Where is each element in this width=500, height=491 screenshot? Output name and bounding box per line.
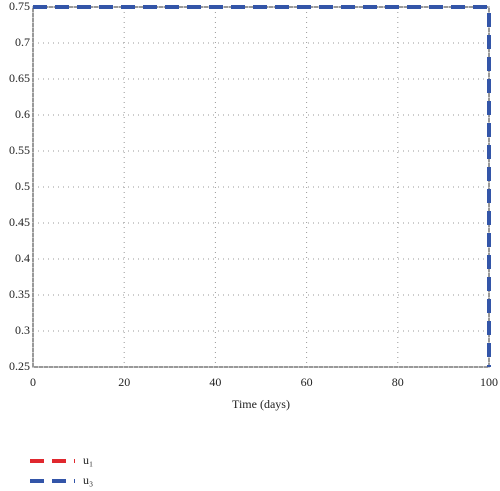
y-tick-label: 0.3: [15, 323, 30, 337]
plot-frame: [32, 6, 490, 368]
x-tick-label: 100: [480, 375, 498, 389]
series-line: [33, 5, 491, 367]
legend-label: u₃: [83, 473, 93, 487]
x-tick-label: 60: [301, 375, 313, 389]
y-tick-label: 0.4: [15, 251, 30, 265]
y-tick-label: 0.6: [15, 107, 30, 121]
y-tick-label: 0.25: [9, 359, 30, 373]
x-axis-label: Time (days): [232, 397, 290, 411]
y-tick-label: 0.55: [9, 143, 30, 157]
y-tick-label: 0.35: [9, 287, 30, 301]
x-tick-label: 20: [118, 375, 130, 389]
x-tick-label: 0: [30, 375, 36, 389]
y-tick-label: 0.75: [9, 0, 30, 13]
y-tick-label: 0.5: [15, 179, 30, 193]
legend-label: u₁: [83, 453, 93, 467]
x-tick-label: 80: [392, 375, 404, 389]
y-tick-label: 0.45: [9, 215, 30, 229]
x-tick-label: 40: [209, 375, 221, 389]
series-line: [33, 5, 491, 367]
y-tick-label: 0.7: [15, 35, 30, 49]
y-tick-label: 0.65: [9, 71, 30, 85]
